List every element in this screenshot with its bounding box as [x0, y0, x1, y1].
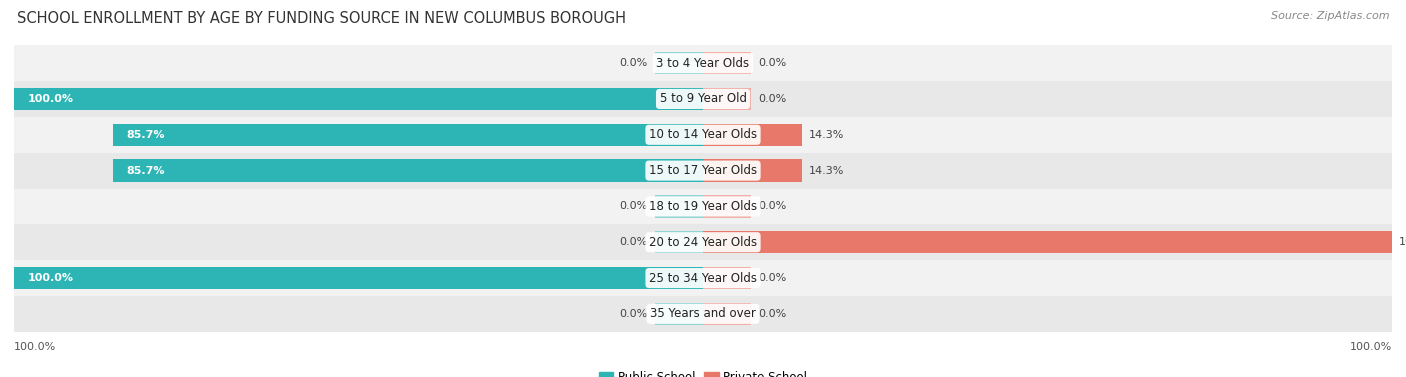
Text: SCHOOL ENROLLMENT BY AGE BY FUNDING SOURCE IN NEW COLUMBUS BOROUGH: SCHOOL ENROLLMENT BY AGE BY FUNDING SOUR…: [17, 11, 626, 26]
Text: 100.0%: 100.0%: [1350, 342, 1392, 352]
Legend: Public School, Private School: Public School, Private School: [593, 366, 813, 377]
Bar: [14, 45, 1392, 81]
Bar: [655, 303, 703, 325]
Text: 100.0%: 100.0%: [28, 94, 75, 104]
Text: 85.7%: 85.7%: [127, 130, 165, 140]
Bar: [655, 231, 703, 253]
Bar: [703, 195, 751, 218]
Bar: [703, 303, 751, 325]
Bar: [14, 267, 703, 289]
Text: 0.0%: 0.0%: [758, 309, 786, 319]
Bar: [14, 260, 1392, 296]
Text: 20 to 24 Year Olds: 20 to 24 Year Olds: [650, 236, 756, 249]
Text: 18 to 19 Year Olds: 18 to 19 Year Olds: [650, 200, 756, 213]
Text: 100.0%: 100.0%: [1399, 237, 1406, 247]
Text: 14.3%: 14.3%: [808, 166, 844, 176]
Bar: [703, 52, 751, 74]
Bar: [655, 195, 703, 218]
Bar: [703, 124, 801, 146]
Text: 0.0%: 0.0%: [620, 237, 648, 247]
Bar: [655, 52, 703, 74]
Bar: [14, 88, 703, 110]
Text: 10 to 14 Year Olds: 10 to 14 Year Olds: [650, 128, 756, 141]
Text: 0.0%: 0.0%: [758, 58, 786, 68]
Text: 5 to 9 Year Old: 5 to 9 Year Old: [659, 92, 747, 106]
Bar: [14, 296, 1392, 332]
Text: 0.0%: 0.0%: [620, 309, 648, 319]
Text: 25 to 34 Year Olds: 25 to 34 Year Olds: [650, 271, 756, 285]
Text: 0.0%: 0.0%: [758, 94, 786, 104]
Bar: [703, 88, 751, 110]
Bar: [14, 117, 1392, 153]
Text: 0.0%: 0.0%: [758, 273, 786, 283]
Text: 100.0%: 100.0%: [28, 273, 75, 283]
Bar: [112, 159, 703, 182]
Text: 100.0%: 100.0%: [14, 342, 56, 352]
Bar: [14, 153, 1392, 188]
Bar: [112, 124, 703, 146]
Text: 0.0%: 0.0%: [620, 58, 648, 68]
Bar: [14, 81, 1392, 117]
Text: 0.0%: 0.0%: [758, 201, 786, 211]
Text: 0.0%: 0.0%: [620, 201, 648, 211]
Text: 35 Years and over: 35 Years and over: [650, 307, 756, 320]
Text: 15 to 17 Year Olds: 15 to 17 Year Olds: [650, 164, 756, 177]
Bar: [703, 231, 1392, 253]
Text: 14.3%: 14.3%: [808, 130, 844, 140]
Bar: [703, 267, 751, 289]
Bar: [14, 224, 1392, 260]
Text: 85.7%: 85.7%: [127, 166, 165, 176]
Bar: [703, 159, 801, 182]
Text: Source: ZipAtlas.com: Source: ZipAtlas.com: [1271, 11, 1389, 21]
Text: 3 to 4 Year Olds: 3 to 4 Year Olds: [657, 57, 749, 70]
Bar: [14, 188, 1392, 224]
